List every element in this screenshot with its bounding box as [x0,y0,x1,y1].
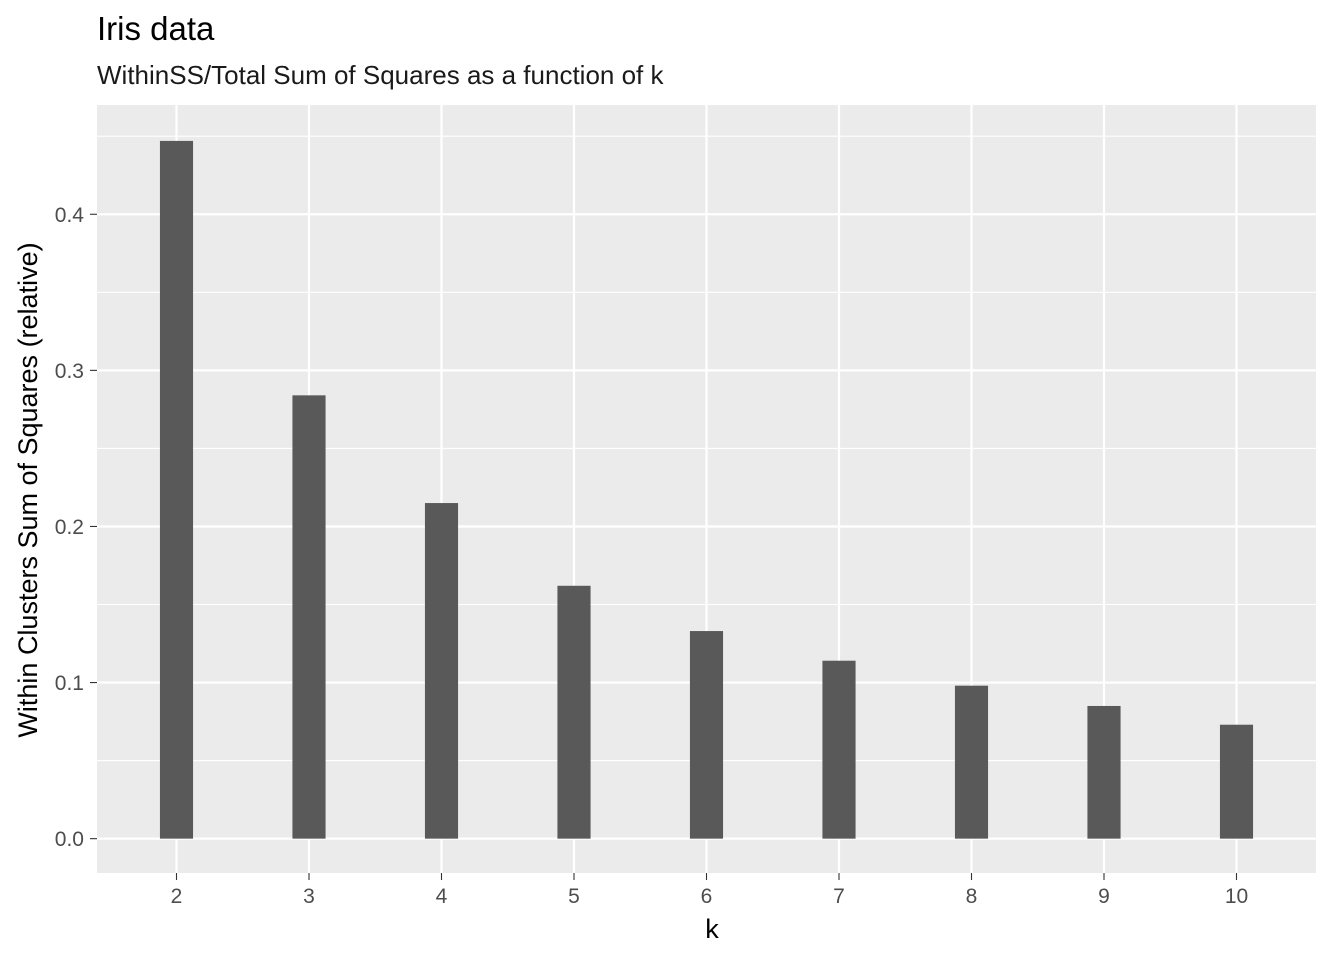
bar-k-8 [954,685,989,839]
y-tick-label: 0.1 [55,672,84,695]
bars [159,140,1254,839]
bar-k-7 [822,660,856,839]
x-tick-label: 7 [833,885,845,908]
y-axis-title: Within Clusters Sum of Squares (relative… [13,242,43,737]
x-tick-label: 10 [1225,885,1248,908]
bar-k-2 [159,140,194,839]
bar-k-3 [292,395,326,839]
y-tick-label: 0.3 [55,360,84,383]
y-tick-label: 0.2 [55,516,84,539]
x-tick-label: 9 [1098,885,1110,908]
y-tick-label: 0.0 [55,828,84,851]
bar-k-9 [1087,705,1121,839]
bar-k-5 [557,585,591,839]
chart-title: Iris data [97,10,215,47]
x-tick-label: 2 [171,885,183,908]
x-tick-label: 4 [436,885,448,908]
y-tick-label: 0.4 [55,204,85,227]
x-tick-label: 5 [568,885,580,908]
x-tick-label: 3 [303,885,315,908]
x-axis-title: k [705,914,719,944]
bar-k-10 [1219,724,1254,839]
y-axis: 0.0 0.1 0.2 0.3 0.4 [55,204,97,851]
bar-k-4 [424,503,459,839]
x-axis: 2 3 4 5 6 7 8 9 10 [171,873,1248,908]
x-tick-label: 8 [966,885,978,908]
chart-subtitle: WithinSS/Total Sum of Squares as a funct… [97,60,665,90]
bar-k-6 [689,631,724,839]
x-tick-label: 6 [701,885,713,908]
